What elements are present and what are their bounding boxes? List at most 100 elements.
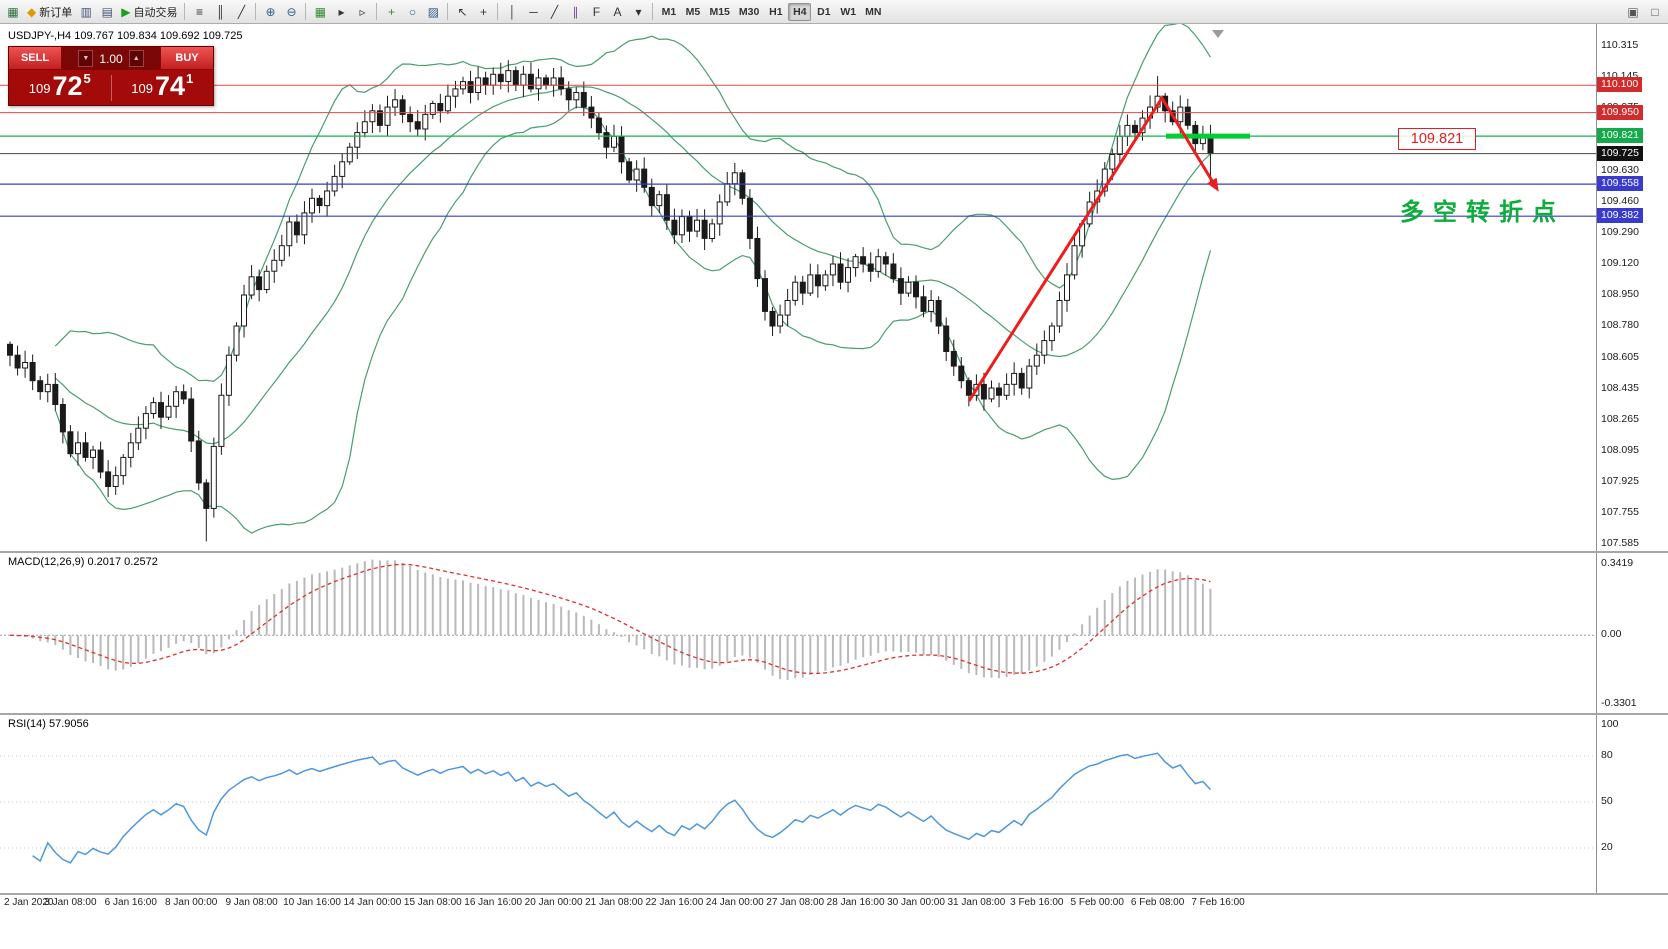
period-icon[interactable]: ○ (402, 2, 422, 22)
price-axis-label: 108.095 (1601, 444, 1639, 456)
fibonacci-icon[interactable]: F (586, 2, 606, 22)
bid-price[interactable]: 109 72 5 (28, 71, 91, 101)
time-label: 2 Jan 2020 (4, 897, 54, 908)
tile-windows-icon[interactable]: ▦ (310, 2, 330, 22)
new-chart-icon: + (387, 4, 395, 19)
autotrading-button[interactable]: ▶ 自动交易 (118, 2, 180, 22)
toolbar-separator (305, 3, 307, 20)
price-axis-label: 107.755 (1601, 506, 1639, 518)
volume-stepper[interactable]: ▼ 1.00 ▲ (61, 47, 161, 70)
template-icon: ▨ (427, 4, 440, 19)
new-chart-icon[interactable]: + (381, 2, 401, 22)
timeframe-h1[interactable]: H1 (769, 5, 783, 18)
chart-shift-icon: ▹ (359, 4, 366, 19)
price-axis-label: 109.120 (1601, 257, 1639, 269)
macd-label: MACD(12,26,9) 0.2017 0.2572 (8, 556, 158, 568)
price-axis-label: 109.460 (1601, 195, 1639, 207)
time-label: 21 Jan 08:00 (585, 897, 643, 908)
volume-value[interactable]: 1.00 (99, 51, 123, 66)
price-chart-plot[interactable] (0, 24, 1596, 552)
buy-button[interactable]: BUY (161, 47, 213, 70)
chart-window-icon[interactable]: ▥ (76, 2, 96, 22)
rsi-splitter[interactable] (0, 713, 1668, 715)
zoom-in-icon: ⊕ (265, 4, 276, 19)
horizontal-line-icon[interactable]: ─ (523, 2, 543, 22)
text-icon[interactable]: A (607, 2, 627, 22)
timeframe-mn[interactable]: MN (865, 5, 882, 18)
bar-chart-icon[interactable]: ≡ (189, 2, 209, 22)
price-axis-label: 110.315 (1601, 39, 1639, 51)
profiles-icon: ▤ (101, 4, 113, 19)
crosshair-icon[interactable]: + (473, 2, 493, 22)
zoom-out-icon[interactable]: ⊖ (281, 2, 301, 22)
timeframe-h4[interactable]: H4 (788, 2, 812, 21)
time-label: 3 Feb 16:00 (1010, 897, 1064, 908)
time-label: 14 Jan 00:00 (343, 897, 402, 908)
text-icon: A (613, 4, 622, 19)
trendline-icon[interactable]: ╱ (544, 2, 564, 22)
toolbar-separator (376, 3, 378, 20)
candlestick-icon[interactable]: ║ (210, 2, 230, 22)
time-label: 27 Jan 08:00 (766, 897, 825, 908)
zoom-in-icon[interactable]: ⊕ (260, 2, 280, 22)
ask-price[interactable]: 109 74 1 (131, 71, 194, 101)
rsi-label: RSI(14) 57.9056 (8, 718, 89, 730)
arrows-icon[interactable]: ▾ (628, 2, 648, 22)
channel-icon[interactable]: ∥ (565, 2, 585, 22)
price-tag: 109.558 (1597, 176, 1643, 191)
timeframe-m1[interactable]: M1 (661, 5, 677, 18)
vertical-line-icon: │ (508, 4, 517, 19)
volume-up-icon[interactable]: ▲ (128, 50, 144, 67)
toolbar-separator (255, 3, 257, 20)
volume-down-icon[interactable]: ▼ (78, 50, 94, 67)
auto-scroll-icon[interactable]: ▸ (331, 2, 351, 22)
price-axis-label: 107.585 (1601, 537, 1639, 549)
new-order-icon: ◆ (27, 4, 37, 19)
autotrading-button-label: 自动交易 (133, 6, 178, 19)
price-axis-label: 108.435 (1601, 382, 1639, 394)
timeframe-d1[interactable]: D1 (817, 5, 831, 18)
timeframe-m30[interactable]: M30 (738, 5, 760, 18)
new-order-button-label: 新订单 (39, 6, 73, 19)
chart-title: USDJPY-,H4 109.767 109.834 109.692 109.7… (8, 30, 243, 42)
macd-indicator-plot[interactable] (0, 552, 1596, 714)
toolbar-separator (652, 3, 654, 20)
autotrading-icon: ▶ (121, 4, 131, 19)
horizontal-line-icon: ─ (529, 4, 538, 19)
macd-axis-label: -0.3301 (1601, 697, 1637, 709)
fullscreen-icon[interactable]: □ (1651, 4, 1659, 19)
channel-icon: ∥ (572, 4, 579, 19)
timeframe-w1[interactable]: W1 (840, 5, 857, 18)
new-order-button[interactable]: ◆ 新订单 (24, 2, 75, 22)
price-divider (110, 74, 112, 101)
auto-scroll-icon: ▸ (338, 4, 345, 19)
chart-shift-icon[interactable]: ▹ (352, 2, 372, 22)
candlestick-icon: ║ (216, 4, 225, 19)
price-tag: 109.950 (1597, 105, 1643, 120)
price-axis-label: 109.290 (1601, 226, 1639, 238)
vertical-line-icon[interactable]: │ (502, 2, 522, 22)
cursor-icon[interactable]: ↖ (452, 2, 472, 22)
timeaxis-splitter[interactable] (0, 893, 1668, 895)
cursor-icon: ↖ (457, 4, 468, 19)
arrows-icon: ▾ (635, 4, 642, 19)
price-axis-border (1596, 24, 1597, 894)
macd-axis-label: 0.3419 (1601, 557, 1634, 569)
line-chart-icon: ╱ (237, 4, 246, 19)
line-chart-icon[interactable]: ╱ (231, 2, 251, 22)
price-tag: 109.725 (1597, 146, 1643, 161)
timeframe-m5[interactable]: M5 (685, 5, 701, 18)
time-axis[interactable] (0, 894, 1668, 949)
price-axis-label: 107.925 (1601, 475, 1639, 487)
profiles-icon[interactable]: ▤ (97, 2, 117, 22)
template-icon[interactable]: ▨ (423, 2, 443, 22)
timeframe-m15[interactable]: M15 (709, 5, 730, 18)
sell-button[interactable]: SELL (9, 47, 61, 70)
docking-icon[interactable]: ▣ (1627, 4, 1639, 19)
macd-splitter[interactable] (0, 551, 1668, 553)
time-label: 7 Feb 16:00 (1191, 897, 1245, 908)
crosshair-icon: + (479, 4, 487, 19)
terminal-icon[interactable]: ▦ (3, 2, 23, 22)
rsi-indicator-plot[interactable] (0, 714, 1596, 894)
